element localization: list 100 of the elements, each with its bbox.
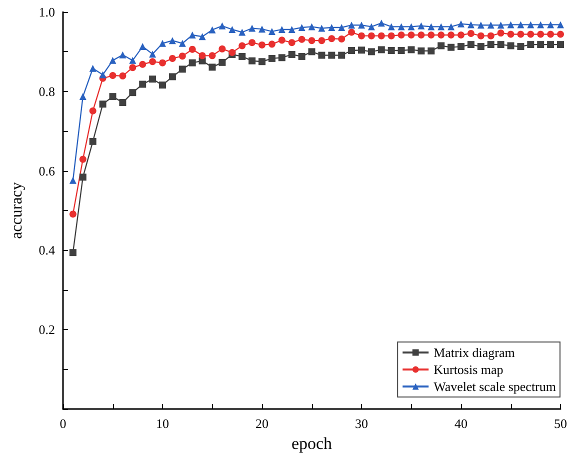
x-tick-label: 40 <box>454 416 468 431</box>
legend-label: Kurtosis map <box>434 362 504 377</box>
point <box>438 42 445 50</box>
point <box>159 82 166 89</box>
point <box>418 22 425 30</box>
point <box>268 28 276 35</box>
point <box>288 50 296 58</box>
point <box>208 52 216 60</box>
point <box>328 24 336 31</box>
point <box>89 64 96 72</box>
point <box>557 21 564 28</box>
point <box>388 47 395 54</box>
point <box>438 23 445 30</box>
point <box>89 107 96 114</box>
point <box>418 47 425 54</box>
point <box>328 35 336 42</box>
point <box>79 174 86 181</box>
point <box>89 138 96 145</box>
point <box>79 156 86 163</box>
point <box>438 32 445 39</box>
point <box>368 32 375 40</box>
point <box>79 93 86 100</box>
point <box>258 26 266 33</box>
point <box>298 52 306 60</box>
x-axis-title: epoch <box>291 434 333 453</box>
point <box>378 46 385 54</box>
point <box>537 21 544 28</box>
point <box>408 46 415 54</box>
point <box>109 72 116 80</box>
x-tick-label: 20 <box>256 416 268 431</box>
y-axis-title: accuracy <box>8 182 26 239</box>
point <box>208 64 216 71</box>
point <box>348 22 356 29</box>
point <box>408 32 415 39</box>
point <box>527 30 534 38</box>
point <box>248 57 256 64</box>
point <box>159 40 166 47</box>
point <box>208 26 216 34</box>
point <box>278 54 286 62</box>
point <box>348 47 356 54</box>
point <box>557 41 564 48</box>
point <box>308 48 316 56</box>
point <box>527 41 534 48</box>
point <box>178 40 186 47</box>
point <box>467 41 474 48</box>
point <box>448 44 455 51</box>
point <box>258 58 266 66</box>
point <box>477 32 484 40</box>
point <box>298 36 306 43</box>
point <box>467 21 474 28</box>
point <box>119 72 126 80</box>
point <box>497 41 504 48</box>
point <box>368 48 375 56</box>
point <box>149 50 156 58</box>
point <box>557 30 564 38</box>
point <box>547 30 554 38</box>
point <box>477 43 484 50</box>
point <box>268 54 276 62</box>
point <box>149 76 156 83</box>
point <box>537 41 544 48</box>
point <box>467 30 474 37</box>
point <box>308 37 316 44</box>
point <box>338 36 346 42</box>
point <box>497 30 504 37</box>
point <box>378 32 385 40</box>
point <box>109 56 116 64</box>
point <box>69 176 76 184</box>
point <box>248 24 256 32</box>
point <box>168 54 176 62</box>
point <box>388 23 395 30</box>
point <box>288 26 296 33</box>
point <box>69 249 76 256</box>
point <box>178 52 186 60</box>
point <box>497 22 504 29</box>
point <box>318 24 326 32</box>
point <box>139 60 146 68</box>
legend-label: Matrix diagram <box>434 345 515 360</box>
point <box>487 41 494 48</box>
point <box>149 58 156 66</box>
x-tick-label: 50 <box>554 416 567 431</box>
point <box>188 32 196 39</box>
point <box>348 28 356 36</box>
point <box>218 22 226 30</box>
point <box>119 51 126 58</box>
point <box>458 43 464 50</box>
point <box>268 40 276 48</box>
point <box>358 32 365 40</box>
point <box>188 59 196 66</box>
y-tick-label: 0.4 <box>38 242 56 258</box>
point <box>318 52 326 59</box>
point <box>238 42 246 50</box>
point <box>159 59 166 66</box>
point <box>507 30 514 38</box>
point <box>198 33 206 40</box>
legend-label: Wavelet scale spectrum <box>434 379 556 394</box>
point <box>129 64 136 72</box>
point <box>139 43 146 50</box>
y-tick-label: 1.0 <box>38 4 55 20</box>
point <box>547 41 554 48</box>
point <box>139 80 146 88</box>
